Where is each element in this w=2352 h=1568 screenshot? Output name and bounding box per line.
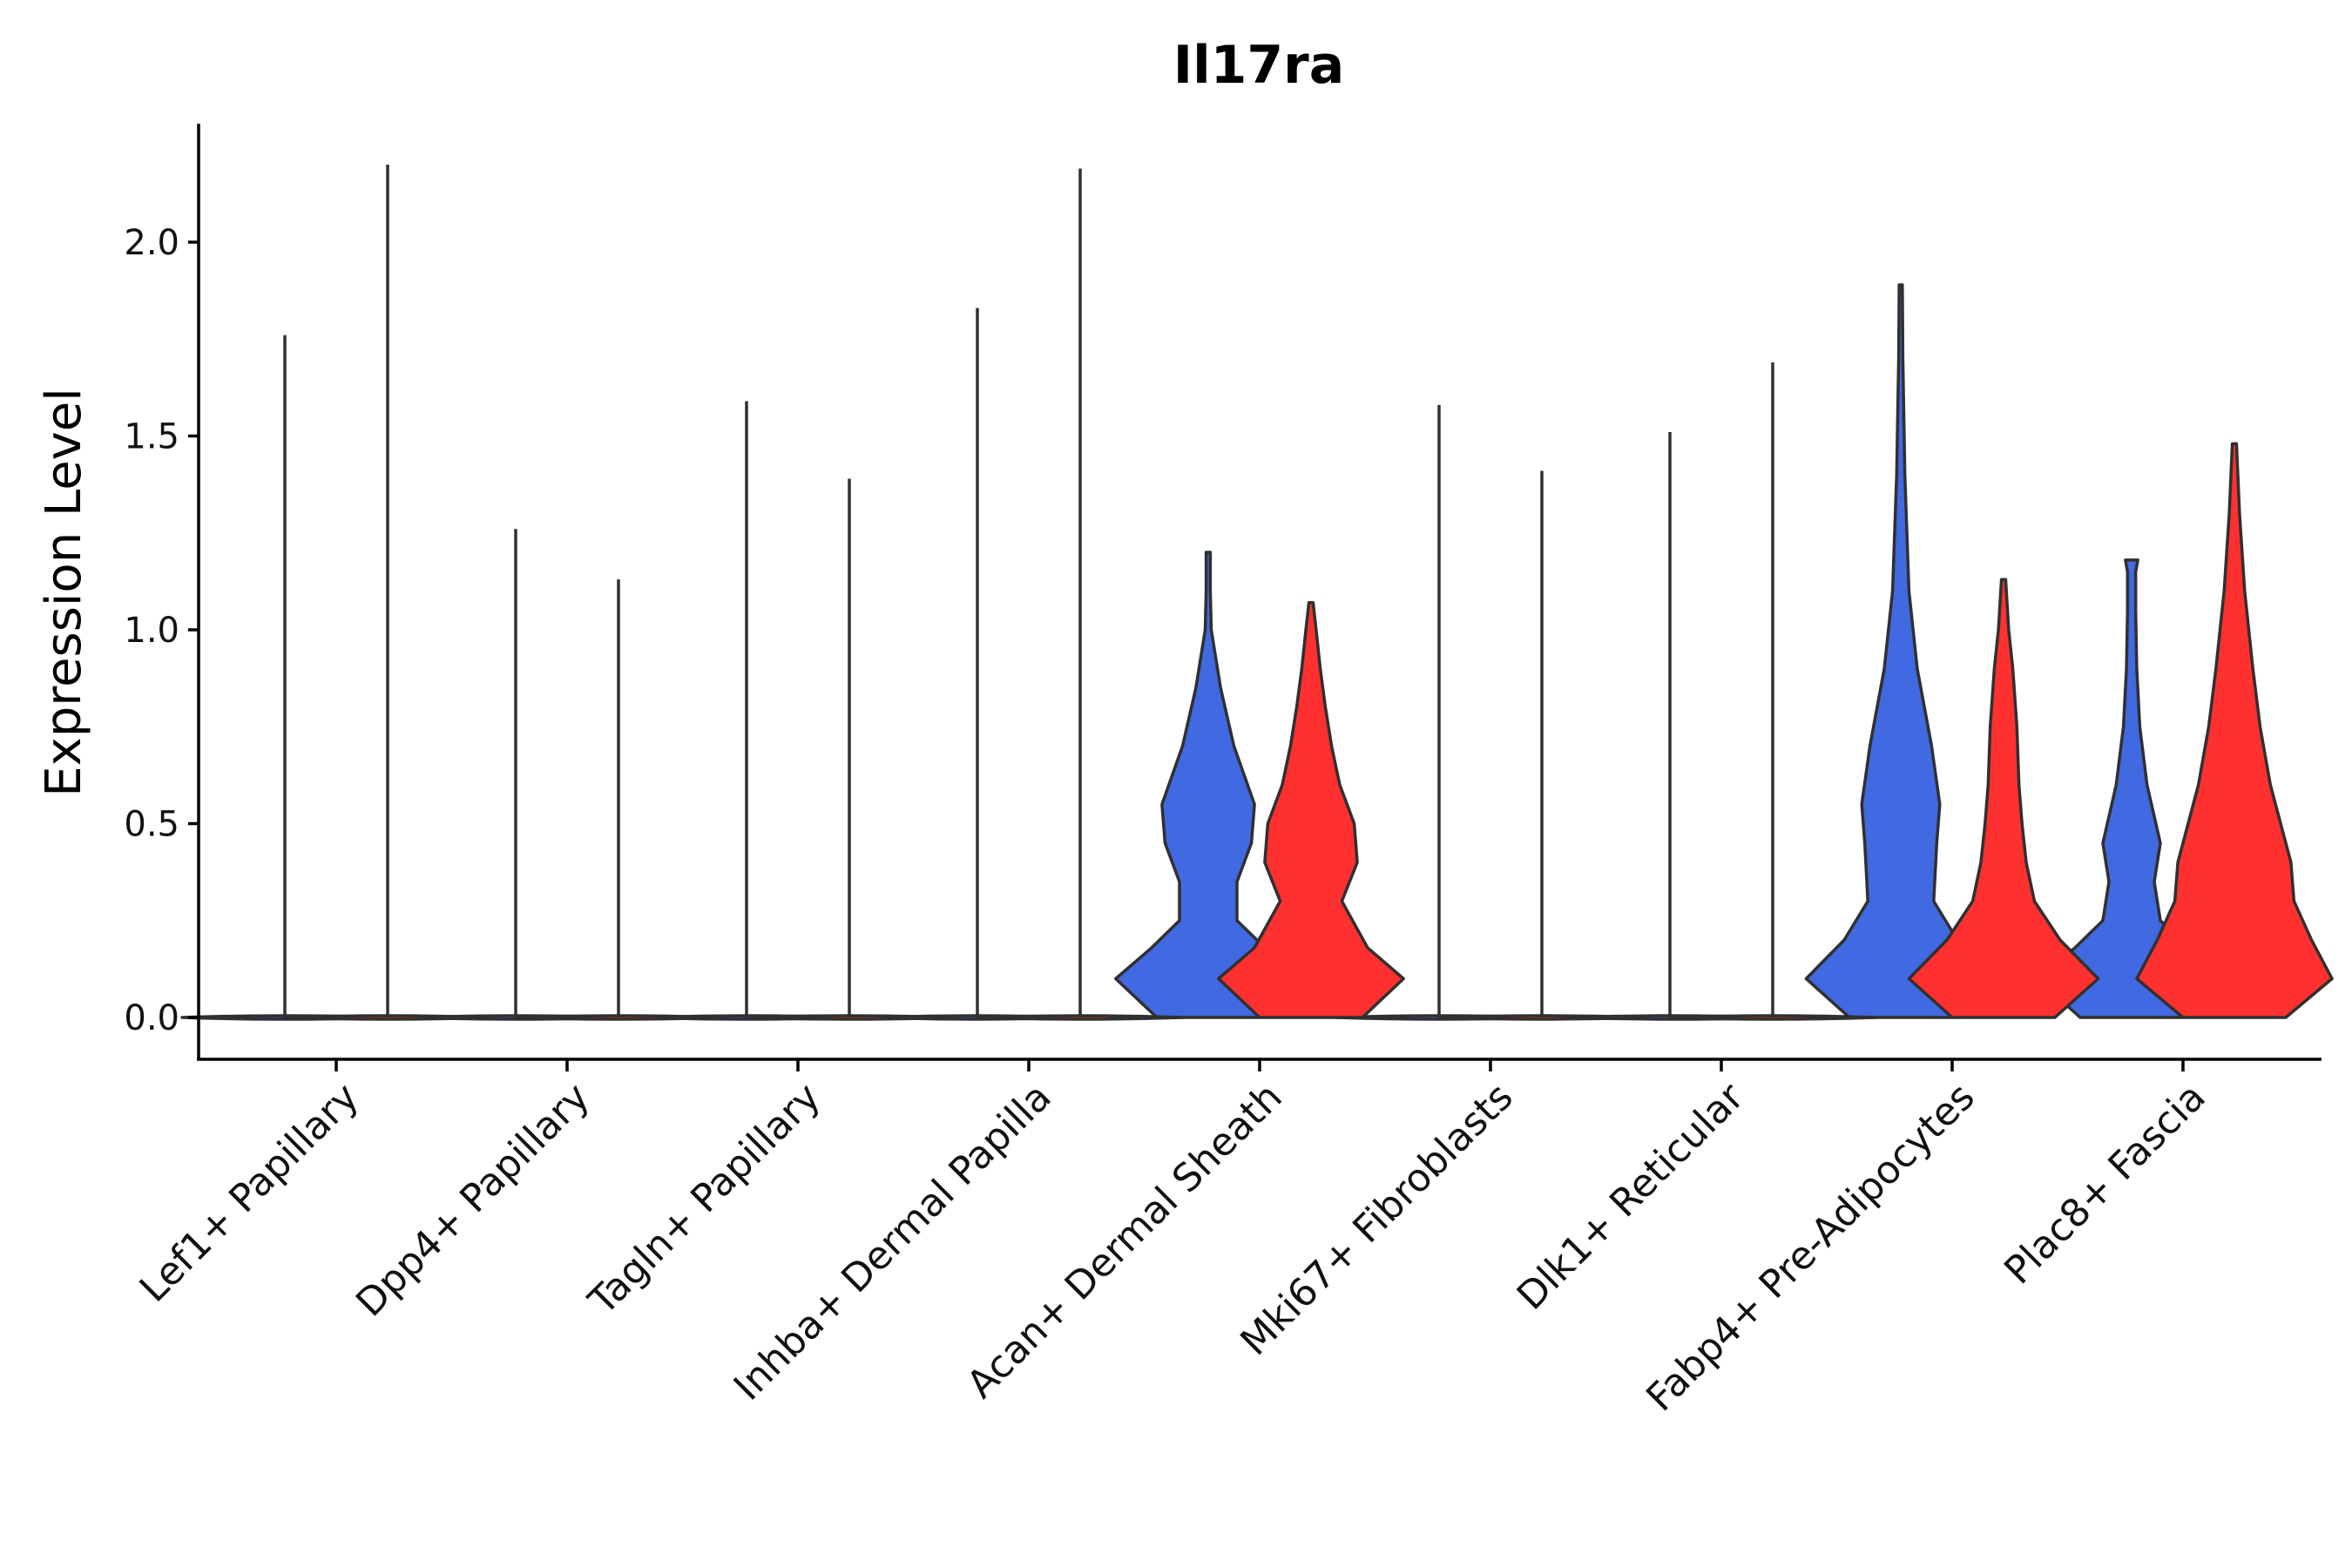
x-tick-label: Dpp4+ Papillary: [348, 1075, 598, 1326]
y-tick-label: 0.0: [124, 998, 179, 1038]
x-tick-label: Dlk1+ Reticular: [1509, 1074, 1754, 1319]
y-axis-label: Expression Level: [36, 388, 92, 797]
x-tick-label: Plac8+ Fascia: [1996, 1075, 2214, 1294]
y-ticks: 0.0 0.5 1.0 1.5 2.0: [124, 223, 199, 1038]
violin-a: [1804, 283, 1997, 1019]
y-tick-label: 2.0: [124, 223, 179, 263]
violin-a: [2035, 558, 2228, 1019]
x-tick-label: Lef1+ Papillary: [132, 1075, 368, 1311]
plot-area: [180, 165, 2334, 1021]
chart-title: Il17ra: [1173, 35, 1344, 96]
violin-b: [2135, 442, 2334, 1019]
y-tick-label: 1.5: [124, 417, 179, 457]
violin-b: [1907, 578, 2100, 1019]
y-tick-label: 1.0: [124, 611, 179, 651]
x-tick-label: Tagln+ Papillary: [580, 1075, 829, 1324]
y-tick-label: 0.5: [124, 805, 179, 845]
violin-b: [1217, 601, 1405, 1019]
violin-a: [1114, 551, 1302, 1019]
